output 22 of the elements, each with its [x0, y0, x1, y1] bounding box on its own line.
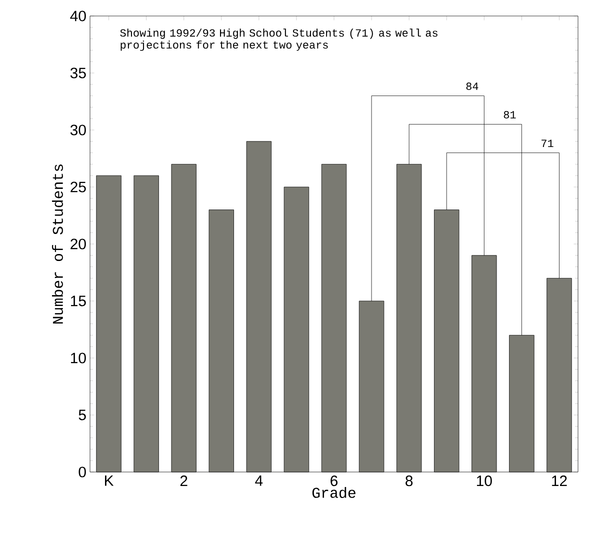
- x-axis-title: Grade: [312, 486, 356, 498]
- y-tick-label: 20: [70, 238, 86, 250]
- annotation: 84: [466, 82, 478, 90]
- y-tick-label: 5: [78, 410, 86, 420]
- y-tick-label: 0: [78, 466, 86, 478]
- y-tick-label: 30: [70, 124, 86, 136]
- x-tick-label: 6: [330, 476, 338, 486]
- y-tick-label: 40: [70, 10, 86, 22]
- x-tick-label: 8: [406, 476, 413, 486]
- annotation: 71: [542, 140, 554, 147]
- y-tick-label: 15: [71, 296, 86, 306]
- annotation: Showing 1992/93 High School Students (71) as well as projections for the next two years: [120, 28, 438, 51]
- y-tick-label: 10: [71, 352, 86, 364]
- x-tick-label: 2: [180, 476, 188, 486]
- y-tick-label: 25: [70, 182, 86, 192]
- x-tick-label: 12: [552, 476, 567, 486]
- y-axis-title: Number of Students: [52, 164, 64, 324]
- annotation: 81: [504, 111, 516, 118]
- x-tick-label: 10: [476, 476, 492, 486]
- y-tick-label: 35: [70, 68, 86, 78]
- x-tick-label: K: [105, 476, 114, 486]
- x-tick-label: 4: [255, 476, 263, 486]
